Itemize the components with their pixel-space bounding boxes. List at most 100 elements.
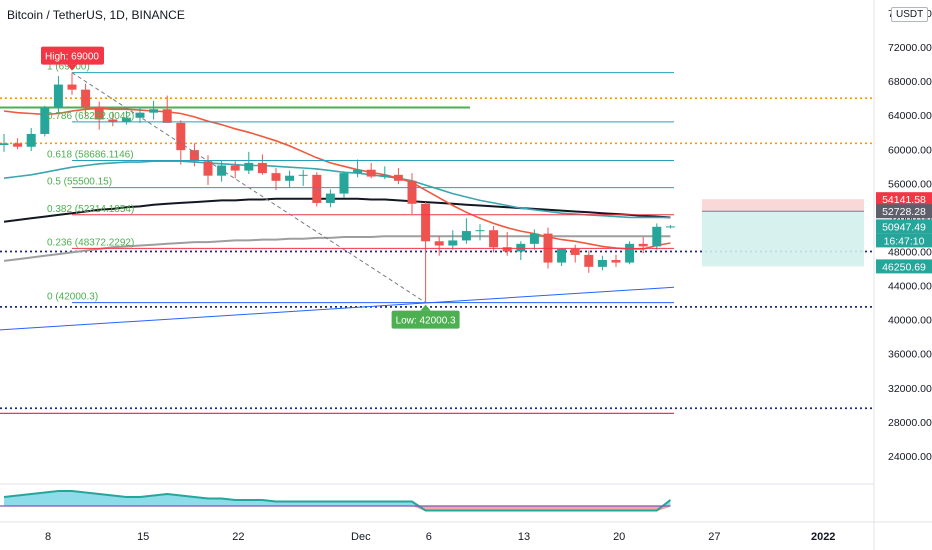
short-position-stop-zone: [702, 199, 864, 212]
candle-body: [0, 143, 9, 146]
fib-level-label: 0.5 (55500.15): [47, 177, 112, 188]
y-tick-label: 72000.00: [888, 42, 932, 54]
candle-body: [448, 240, 458, 246]
x-tick-label: 22: [232, 531, 244, 543]
price-badge: [876, 204, 932, 219]
candle-body: [94, 106, 104, 120]
oscillator-layer: 0.00: [0, 490, 909, 513]
candle-body: [353, 169, 363, 174]
y-tick-label: 56000.00: [888, 178, 932, 190]
x-tick-label: 6: [426, 531, 432, 543]
candle-body: [325, 193, 335, 203]
candle-body: [285, 175, 295, 181]
candle-body: [108, 119, 118, 123]
y-tick-label: 36000.00: [888, 349, 932, 361]
price-badge: [876, 219, 932, 234]
candle-body: [557, 248, 567, 263]
candle-body: [230, 165, 240, 171]
price-badge-text: 52728.28: [882, 206, 926, 218]
ema-teal-line: [3, 160, 671, 219]
price-badge-text: 46250.69: [882, 261, 926, 273]
candle-body: [584, 254, 594, 267]
support-trendline: [0, 286, 675, 331]
candle-body: [271, 173, 281, 181]
candle-body: [529, 233, 539, 244]
candle-body: [162, 109, 172, 123]
price-badge-text: 50947.49: [882, 221, 926, 233]
fib-level-label: 0.786 (63222.0042): [47, 111, 134, 122]
candle-body: [203, 161, 213, 176]
candle-body: [13, 143, 23, 147]
candle-body: [135, 112, 145, 118]
y-tick-label: 60000.00: [888, 144, 932, 156]
price-badge: [876, 192, 932, 207]
candle-body: [665, 226, 675, 228]
candle-body: [407, 180, 417, 204]
candle-body: [176, 122, 186, 151]
candle-body: [597, 260, 607, 267]
y-tick-label: 24000.00: [888, 451, 932, 463]
candle-body: [380, 174, 390, 177]
candle-body: [461, 231, 471, 241]
moving-averages-layer: [0, 107, 675, 331]
x-tick-label: 8: [45, 531, 51, 543]
candle-body: [67, 84, 77, 90]
candle-body: [421, 203, 431, 242]
x-tick-label: 27: [708, 531, 720, 543]
x-tick-label: 15: [137, 531, 149, 543]
candle-body: [312, 174, 322, 203]
candle-body: [489, 230, 499, 248]
low-label-pointer: [420, 304, 431, 311]
x-tick-label: 13: [518, 531, 530, 543]
fib-level-label: 0 (42000.3): [47, 292, 98, 303]
candle-body: [81, 89, 91, 107]
low-label-box: [391, 310, 460, 329]
candle-body: [652, 226, 662, 247]
high-label-text: High: 69000: [45, 52, 99, 63]
candle-body: [625, 243, 635, 263]
candle-body: [189, 150, 199, 162]
candle-body: [638, 243, 648, 247]
ma-gray-line: [3, 235, 671, 262]
high-label-box: [41, 46, 104, 65]
high-label-pointer: [67, 64, 77, 71]
y-tick-label: 44000.00: [888, 281, 932, 293]
fib-level-label: 0.236 (48372.2292): [47, 237, 134, 248]
ema-red-line: [3, 107, 671, 250]
countdown-badge: [876, 233, 932, 248]
horizontal-levels-layer: [0, 97, 874, 414]
y-tick-label: 32000.00: [888, 383, 932, 395]
currency-button[interactable]: USDT: [891, 7, 929, 22]
candle-body: [53, 84, 63, 108]
fibonacci-layer: 1 (69000) 0.786 (63222.0042) 0.618 (58686.…: [47, 62, 674, 304]
oscillator-line: [3, 490, 672, 512]
candle-body: [393, 174, 403, 181]
candle-body: [339, 173, 349, 194]
short-position-target-zone: [702, 211, 864, 267]
candle-body: [40, 107, 50, 134]
candle-body: [298, 174, 308, 176]
x-tick-label: 20: [613, 531, 625, 543]
candle-body: [434, 241, 444, 246]
candle-body: [516, 243, 526, 252]
candle-body: [475, 230, 485, 232]
y-tick-label: 28000.00: [888, 417, 932, 429]
high-low-labels-layer: High: 69000 Low: 42000.3: [41, 46, 460, 329]
candle-body: [257, 162, 267, 174]
x-tick-label: Dec: [351, 531, 371, 543]
candle-body: [611, 260, 621, 263]
position-zone-layer: [702, 199, 864, 267]
candle-body: [570, 248, 580, 255]
y-tick-label: 40000.00: [888, 315, 932, 327]
candle-body: [217, 165, 227, 176]
price-axis-panel: [874, 0, 932, 550]
x-tick-label: 2022: [811, 531, 835, 543]
y-tick-label: 64000.00: [888, 110, 932, 122]
symbol-title[interactable]: Bitcoin / TetherUS, 1D, BINANCE: [7, 8, 185, 22]
price-badge: [876, 259, 932, 274]
candle-body: [121, 117, 131, 123]
price-badge-text: 54141.58: [882, 194, 926, 206]
fib-level-label: 0.618 (58686.1146): [47, 149, 134, 160]
